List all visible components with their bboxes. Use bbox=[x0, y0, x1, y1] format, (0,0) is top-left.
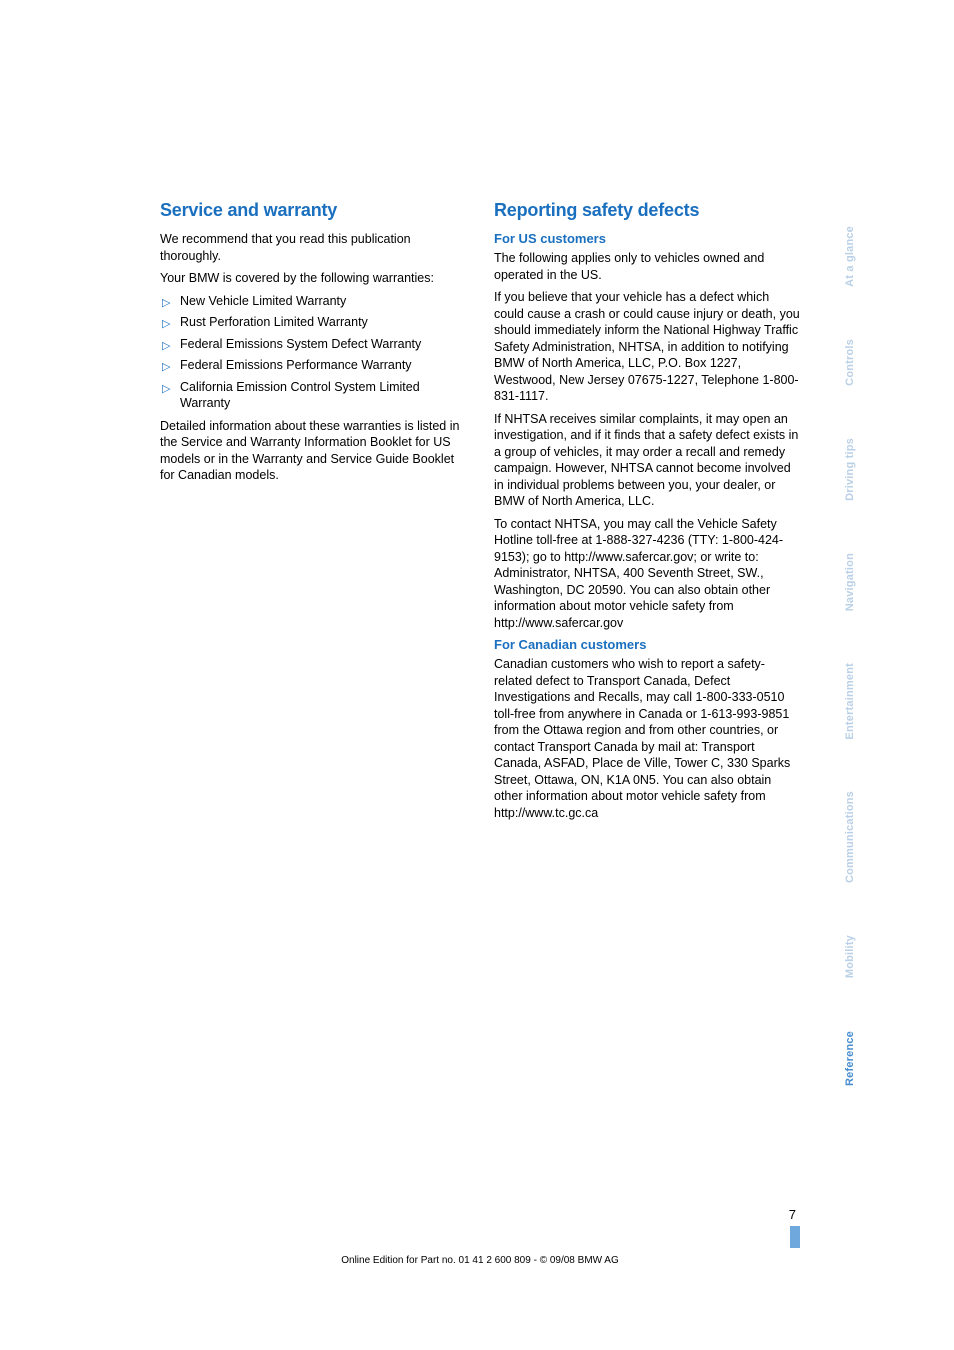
bullet-text: New Vehicle Limited Warranty bbox=[180, 294, 346, 308]
us-paragraph-1: The following applies only to vehicles o… bbox=[494, 250, 800, 283]
left-paragraph-2: Your BMW is covered by the following war… bbox=[160, 270, 466, 287]
triangle-icon: ▷ bbox=[162, 339, 170, 354]
warranty-list: ▷ New Vehicle Limited Warranty ▷ Rust Perf… bbox=[160, 293, 466, 412]
tab-at-a-glance[interactable]: At a glance bbox=[840, 200, 864, 313]
tab-communications[interactable]: Communications bbox=[840, 765, 864, 909]
ca-paragraph-1: Canadian customers who wish to report a … bbox=[494, 656, 800, 821]
us-paragraph-4: To contact NHTSA, you may call the Vehic… bbox=[494, 516, 800, 632]
us-paragraph-2: If you believe that your vehicle has a d… bbox=[494, 289, 800, 405]
bullet-text: California Emission Control System Limit… bbox=[180, 380, 420, 411]
triangle-icon: ▷ bbox=[162, 382, 170, 397]
tab-mobility[interactable]: Mobility bbox=[840, 909, 864, 1004]
left-heading: Service and warranty bbox=[160, 200, 466, 221]
left-paragraph-3: Detailed information about these warrant… bbox=[160, 418, 466, 484]
side-tabs: At a glance Controls Driving tips Naviga… bbox=[840, 200, 864, 1112]
page-number: 7 bbox=[789, 1207, 800, 1222]
page-marker-icon bbox=[790, 1226, 800, 1248]
tab-controls[interactable]: Controls bbox=[840, 313, 864, 412]
ca-subheading: For Canadian customers bbox=[494, 637, 800, 652]
right-column: Reporting safety defects For US customer… bbox=[494, 200, 800, 827]
bullet-text: Rust Perforation Limited Warranty bbox=[180, 315, 368, 329]
bullet-text: Federal Emissions Performance Warranty bbox=[180, 358, 412, 372]
list-item: ▷ California Emission Control System Limi… bbox=[160, 379, 466, 412]
list-item: ▷ Federal Emissions Performance Warranty bbox=[160, 357, 466, 374]
triangle-icon: ▷ bbox=[162, 296, 170, 311]
list-item: ▷ New Vehicle Limited Warranty bbox=[160, 293, 466, 310]
tab-reference[interactable]: Reference bbox=[840, 1005, 864, 1112]
list-item: ▷ Federal Emissions System Defect Warrant… bbox=[160, 336, 466, 353]
left-paragraph-1: We recommend that you read this publicat… bbox=[160, 231, 466, 264]
right-heading: Reporting safety defects bbox=[494, 200, 800, 221]
bullet-text: Federal Emissions System Defect Warranty bbox=[180, 337, 421, 351]
list-item: ▷ Rust Perforation Limited Warranty bbox=[160, 314, 466, 331]
us-paragraph-3: If NHTSA receives similar complaints, it… bbox=[494, 411, 800, 510]
tab-navigation[interactable]: Navigation bbox=[840, 527, 864, 637]
edition-line: Online Edition for Part no. 01 41 2 600 … bbox=[160, 1255, 800, 1266]
footer: 7 bbox=[160, 1206, 800, 1248]
tab-driving-tips[interactable]: Driving tips bbox=[840, 412, 864, 527]
triangle-icon: ▷ bbox=[162, 317, 170, 332]
content-area: Service and warranty We recommend that y… bbox=[160, 200, 800, 827]
triangle-icon: ▷ bbox=[162, 360, 170, 375]
us-subheading: For US customers bbox=[494, 231, 800, 246]
tab-entertainment[interactable]: Entertainment bbox=[840, 637, 864, 766]
left-column: Service and warranty We recommend that y… bbox=[160, 200, 466, 827]
